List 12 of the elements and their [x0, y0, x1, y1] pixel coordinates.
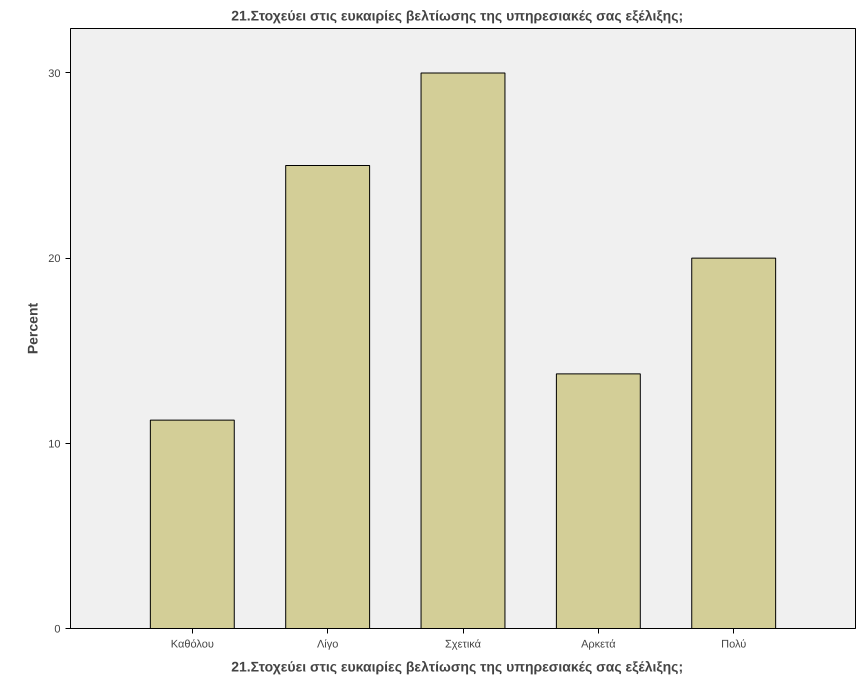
- x-tick-label: Σχετικά: [445, 638, 482, 650]
- x-tick-label: Πολύ: [721, 638, 746, 650]
- x-tick-label: Αρκετά: [581, 638, 616, 650]
- y-tick-label: 20: [48, 253, 61, 266]
- x-tick-label: Καθόλου: [170, 638, 214, 650]
- y-tick-label: 0: [54, 624, 61, 636]
- y-axis-title: Percent: [24, 302, 40, 354]
- chart-title: 21.Στοχεύει στις ευκαιρίες βελτίωσης της υπηρεσιακές σας εξέλιξης;: [231, 8, 684, 24]
- y-tick-label: 10: [48, 438, 61, 450]
- x-tick-label: Λίγο: [316, 638, 338, 650]
- x-axis-title: 21.Στοχεύει στις ευκαιρίες βελτίωσης της υπηρεσιακές σας εξέλιξης;: [231, 658, 684, 674]
- y-tick-label: 30: [48, 68, 61, 80]
